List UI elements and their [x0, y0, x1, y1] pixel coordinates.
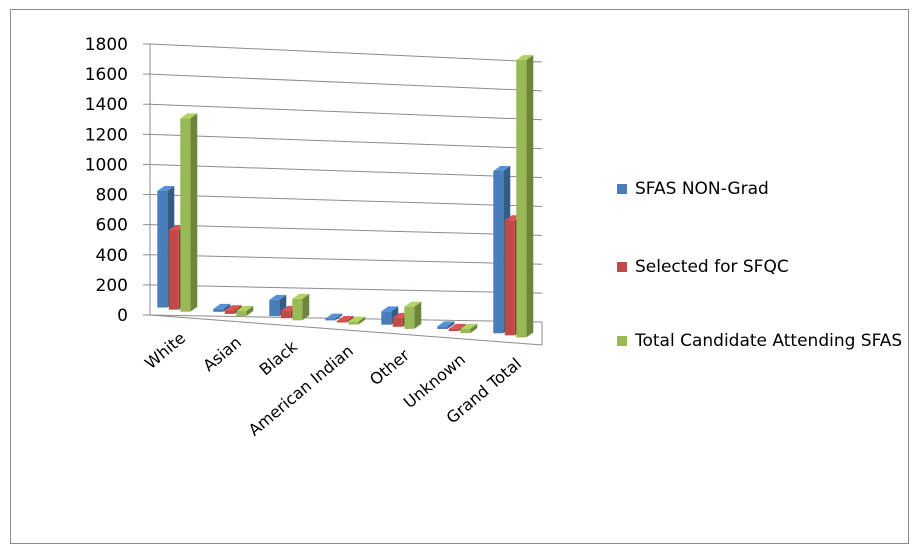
- bar-front: [460, 328, 471, 334]
- bar-grand-total-series-3: [516, 55, 534, 338]
- y-tick-label: 1400: [85, 95, 128, 115]
- y-tick-label: 400: [96, 246, 128, 266]
- bar-top: [460, 323, 478, 329]
- bar-front: [437, 326, 448, 329]
- bar-front: [516, 60, 527, 338]
- category-label: Asian: [199, 333, 245, 376]
- bar-side: [346, 316, 354, 323]
- bar-top: [404, 301, 422, 307]
- bar-front: [269, 299, 280, 317]
- bar-american-indian-series-3: [348, 316, 366, 325]
- bar-front: [236, 310, 247, 317]
- legend-swatch-selected: [617, 262, 627, 272]
- bar-side: [414, 301, 422, 329]
- bar-top: [292, 293, 310, 299]
- bar-front: [224, 310, 235, 314]
- y-tick-label: 1600: [85, 65, 128, 85]
- bar-top: [213, 303, 231, 309]
- bar-top: [224, 305, 242, 311]
- y-tick-label: 600: [96, 216, 128, 236]
- gridline: [149, 224, 543, 236]
- bar-top: [236, 305, 254, 311]
- y-axis-ticks: 0 200 400 600 800 1000 1200 1400 1600 1800: [85, 35, 128, 326]
- legend-item-selected: Selected for SFQC: [617, 256, 920, 278]
- floor-front-edge: [149, 314, 543, 346]
- gridline: [149, 103, 543, 121]
- bar-front: [325, 318, 336, 321]
- bar-top: [516, 55, 534, 61]
- bar-front: [404, 306, 415, 329]
- bar-unknown-series-3: [460, 323, 478, 334]
- bar-front: [168, 229, 179, 310]
- bar-top: [437, 321, 455, 327]
- gridline: [149, 194, 543, 207]
- gridline: [149, 73, 543, 92]
- gridline: [149, 43, 543, 63]
- gridline: [149, 254, 543, 265]
- bar-american-indian-series-1: [325, 313, 343, 321]
- grid-lines: [143, 43, 543, 346]
- bar-other-series-3: [404, 301, 422, 329]
- legend-label-total: Total Candidate Attending SFAS: [635, 331, 903, 351]
- bar-front: [493, 170, 504, 334]
- y-tick-label: 0: [117, 306, 128, 326]
- bar-side: [302, 293, 310, 321]
- legend-item-non-grad: SFAS NON-Grad: [617, 178, 920, 200]
- legend-label-selected: Selected for SFQC: [635, 257, 789, 277]
- gridline: [149, 163, 543, 179]
- bar-top: [180, 113, 198, 119]
- bar-side: [358, 316, 366, 325]
- bar-top: [325, 313, 343, 319]
- bar-front: [381, 311, 392, 325]
- y-tick-label: 1000: [85, 155, 128, 175]
- bar-side: [190, 113, 198, 312]
- bar-asian-series-3: [236, 305, 254, 317]
- bar-front: [336, 321, 347, 323]
- bar-front: [392, 317, 403, 327]
- bar-black-series-3: [292, 293, 310, 321]
- y-tick-label: 1800: [85, 35, 128, 55]
- bar-top: [336, 316, 354, 322]
- category-label: Other: [366, 345, 413, 389]
- bar-side: [223, 303, 231, 312]
- gridline: [149, 133, 543, 150]
- bar-top: [348, 316, 366, 322]
- bar-asian-series-1: [213, 303, 231, 312]
- category-label: Black: [256, 336, 302, 379]
- bar-american-indian-series-2: [336, 316, 354, 323]
- bar-top: [493, 165, 511, 171]
- legend-label-non-grad: SFAS NON-Grad: [635, 179, 769, 199]
- legend-swatch-total: [617, 336, 627, 346]
- gridline: [149, 284, 543, 294]
- bar-side: [470, 323, 478, 334]
- bar-front: [504, 220, 515, 336]
- bar-front: [157, 190, 168, 308]
- bar-side: [526, 55, 534, 338]
- bar-side: [335, 313, 343, 321]
- bars: [157, 55, 534, 338]
- bar-white-series-3: [180, 113, 198, 312]
- bar-side: [246, 305, 254, 317]
- legend-swatch-non-grad: [617, 184, 627, 194]
- bar-front: [280, 310, 291, 319]
- category-label: White: [141, 328, 189, 372]
- y-tick-label: 1200: [85, 125, 128, 145]
- category-label: American Indian: [245, 341, 357, 440]
- bar-front: [448, 328, 459, 332]
- bar-top: [157, 185, 175, 191]
- bar-front: [213, 308, 224, 312]
- bar-front: [292, 298, 303, 321]
- bar-top: [269, 294, 287, 300]
- bar-front: [180, 118, 191, 312]
- bar-unknown-series-1: [437, 321, 455, 329]
- bar-front: [348, 321, 359, 325]
- legend-item-total: Total Candidate Attending SFAS: [617, 330, 920, 352]
- bar-top: [448, 323, 466, 329]
- bar-side: [447, 321, 455, 329]
- y-tick-label: 800: [96, 186, 128, 206]
- y-tick-label: 200: [96, 276, 128, 296]
- bar-top: [381, 306, 399, 312]
